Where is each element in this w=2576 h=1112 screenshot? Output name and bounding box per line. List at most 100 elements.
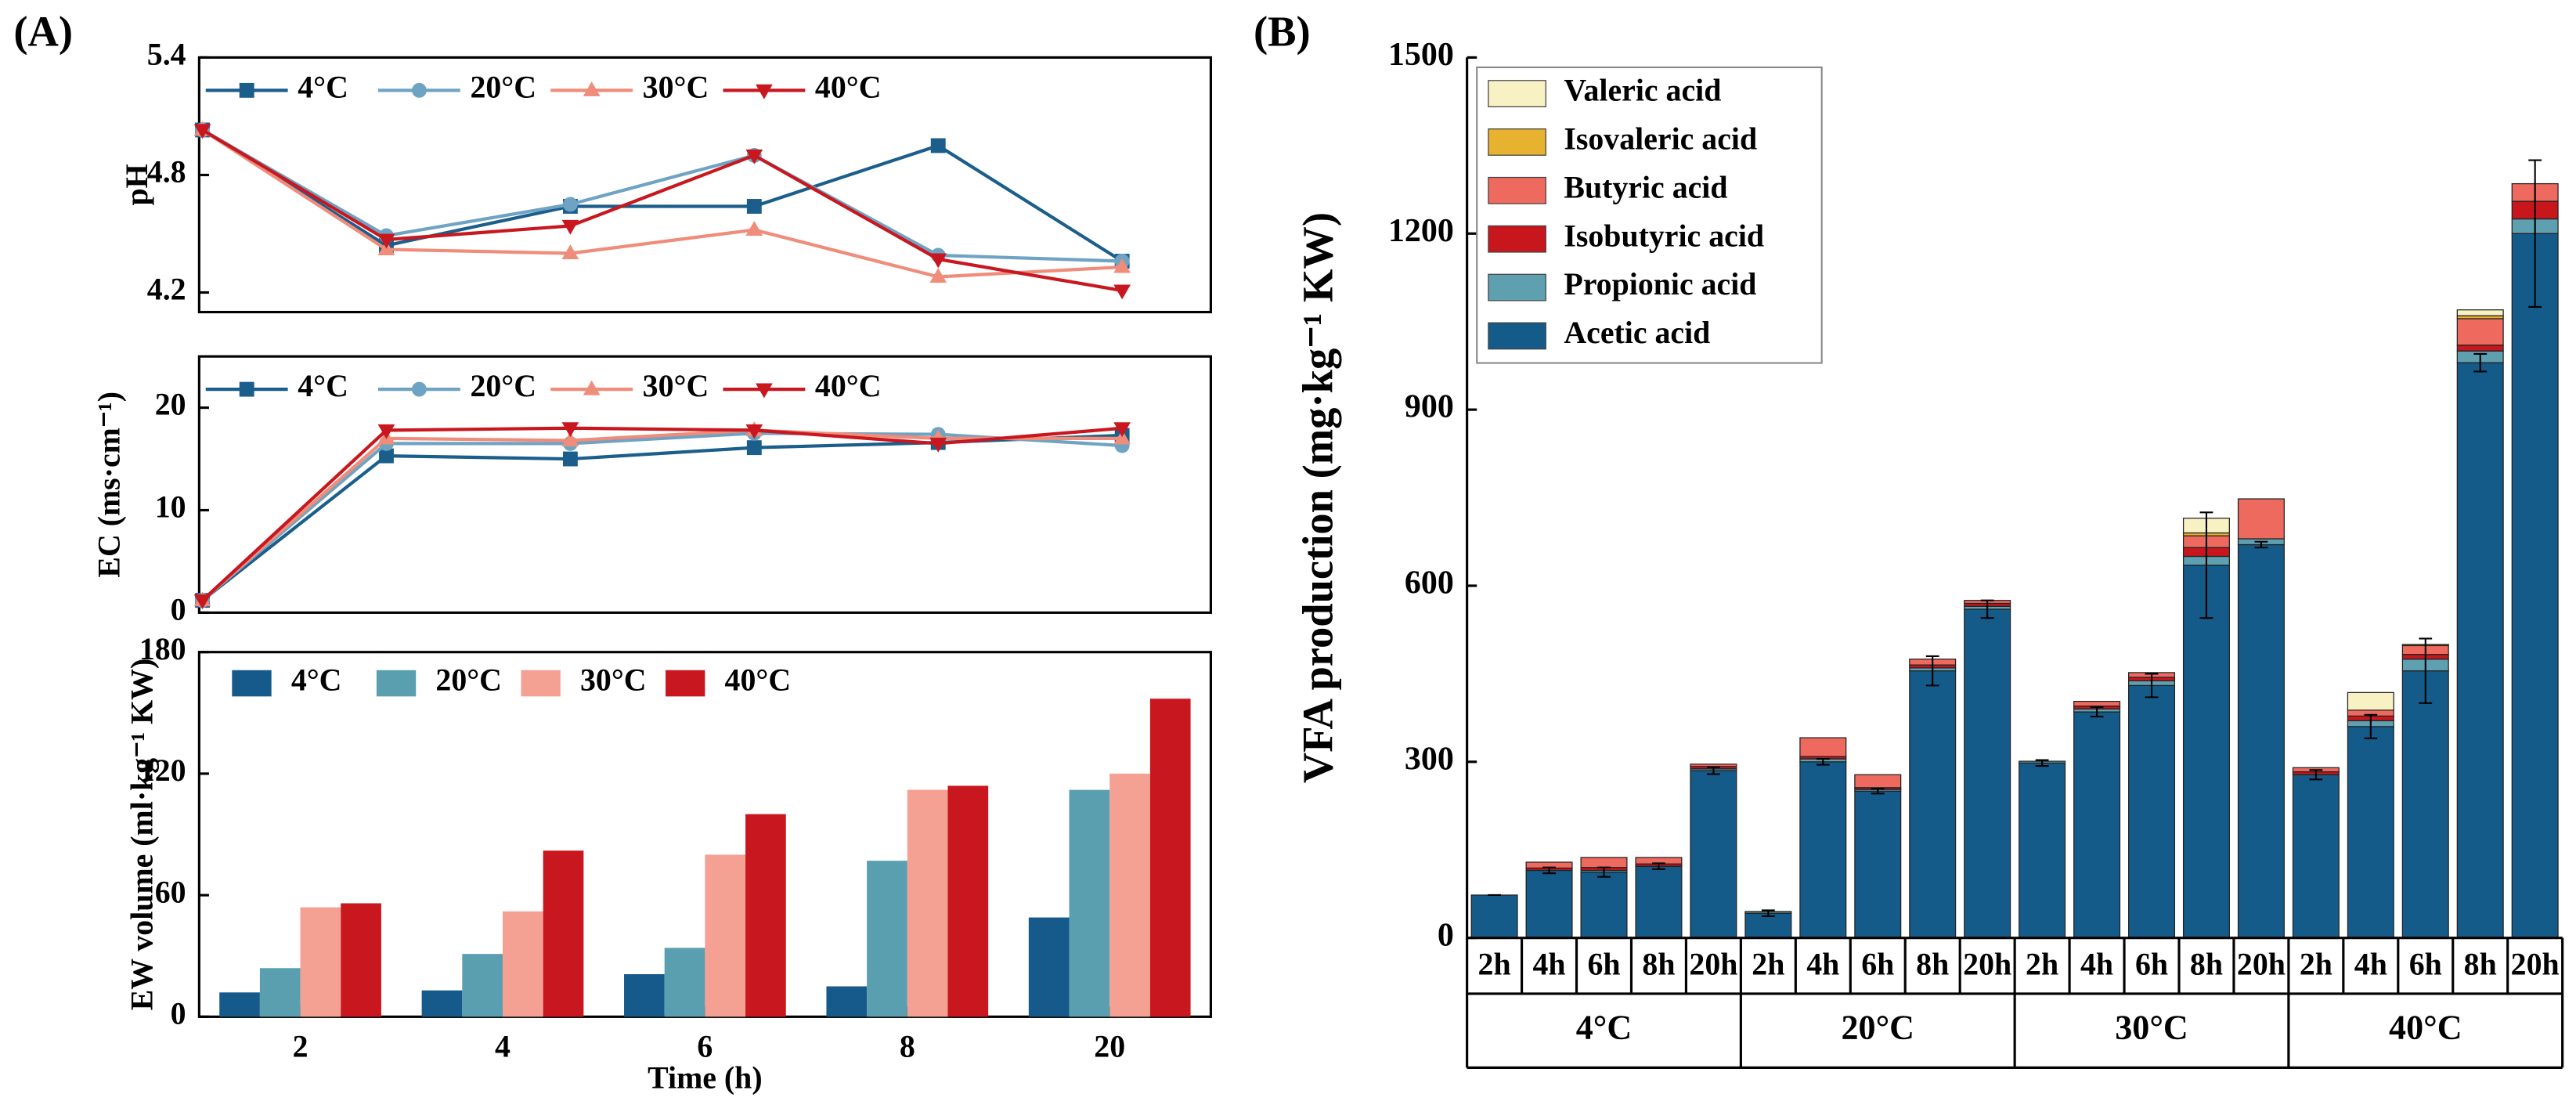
error-bar	[1597, 866, 1611, 878]
x-tick-label: 4	[495, 1028, 511, 1063]
bar-segment	[2456, 318, 2504, 346]
marker	[377, 233, 395, 249]
marker	[1113, 284, 1131, 300]
marker	[745, 149, 763, 164]
bar-segment	[1799, 761, 1847, 939]
error-bar	[2528, 159, 2542, 309]
error-bar	[2364, 713, 2378, 739]
bar	[826, 986, 868, 1017]
legend-label: Acetic acid	[1564, 315, 1710, 350]
legend-swatch	[1488, 225, 1546, 253]
x-tick-label: 6	[697, 1028, 713, 1063]
x-tick-label: 8h	[1916, 947, 1949, 982]
legend-label: 4°C	[298, 368, 348, 403]
marker	[561, 422, 579, 438]
legend-swatch	[666, 670, 705, 697]
bar-segment	[1525, 869, 1573, 939]
bar-segment	[1580, 872, 1628, 939]
marker	[561, 431, 579, 447]
x-tick-label: 2h	[1752, 947, 1784, 982]
y-tick-label: 900	[1405, 389, 1454, 425]
legend-swatch	[1488, 322, 1546, 350]
y-tick-label: 0	[171, 592, 186, 627]
legend-label: 20°C	[435, 663, 502, 698]
legend-label: 40°C	[815, 368, 882, 403]
bar	[421, 990, 463, 1017]
data-line	[201, 128, 1123, 293]
legend-label: Valeric acid	[1564, 73, 1721, 108]
marker	[929, 268, 947, 283]
marker	[193, 124, 211, 139]
marker	[745, 221, 763, 236]
bar-segment	[2073, 711, 2121, 939]
error-bar	[1980, 599, 1994, 619]
legend-frame	[1476, 66, 1823, 364]
data-line	[201, 431, 1123, 602]
legend-label: 4°C	[298, 70, 348, 105]
error-bar	[1871, 788, 1885, 795]
marker	[583, 81, 601, 96]
x-tick-label: 8h	[2464, 947, 2497, 982]
y-tick-label: 300	[1405, 741, 1454, 777]
x-tick-label: 2h	[1478, 947, 1511, 982]
x-tick-label: 8h	[2190, 947, 2223, 982]
marker	[1113, 258, 1131, 273]
marker	[561, 244, 579, 260]
legend-label: 30°C	[580, 663, 647, 698]
x-tick-label: 20h	[2511, 947, 2560, 982]
bar	[624, 974, 665, 1017]
y-tick-label: 0	[1438, 917, 1454, 953]
bar	[462, 954, 503, 1017]
marker	[929, 437, 947, 453]
marker	[930, 138, 946, 153]
legend-label: 20°C	[470, 70, 536, 105]
legend-swatch	[521, 670, 561, 697]
bar-segment	[1580, 857, 1628, 868]
y-tick-label: 600	[1405, 565, 1454, 601]
bar	[1069, 789, 1110, 1017]
y-axis-label: pH	[119, 164, 154, 205]
error-bar	[1816, 758, 1830, 766]
error-bar	[2309, 769, 2323, 781]
marker	[193, 594, 211, 609]
error-bar	[2145, 673, 2159, 699]
marker	[379, 448, 394, 464]
bar	[300, 907, 341, 1017]
x-tick-label: 2h	[2300, 947, 2332, 982]
bar-segment	[2456, 309, 2504, 316]
x-tick-label: 4h	[1533, 947, 1566, 982]
marker	[562, 197, 578, 212]
group-label: 30°C	[2115, 1008, 2188, 1046]
y-tick-label: 1200	[1388, 213, 1454, 249]
error-bar	[2199, 511, 2213, 619]
bar	[745, 814, 786, 1017]
x-tick-label: 4h	[2354, 947, 2387, 982]
data-line	[201, 128, 1123, 263]
bar	[543, 850, 584, 1017]
error-bar	[1542, 866, 1556, 875]
bar	[947, 785, 989, 1017]
bar-segment	[2456, 362, 2504, 939]
y-axis-label: EC (ms·cm⁻¹)	[91, 392, 126, 578]
bar-segment	[2347, 691, 2394, 711]
x-tick-label: 4h	[1806, 947, 1839, 982]
x-tick-label: 8h	[1642, 947, 1675, 982]
data-line	[201, 433, 1123, 602]
legend-swatch	[1488, 80, 1546, 107]
marker	[562, 451, 578, 467]
legend-swatch	[232, 670, 272, 697]
bar	[502, 911, 543, 1017]
y-axis-label: EW volume (ml·kg⁻¹ KW)	[124, 659, 159, 1011]
bar	[867, 861, 907, 1017]
bar	[1028, 917, 1070, 1017]
x-tick-label: 6h	[1587, 947, 1620, 982]
y-tick-label: 10	[155, 489, 186, 525]
y-tick-label: 180	[139, 631, 186, 666]
bar	[341, 903, 381, 1017]
data-line	[201, 128, 1124, 263]
bar-segment	[2019, 762, 2066, 939]
y-tick-label: 5.4	[147, 37, 186, 72]
error-bar	[2090, 706, 2104, 718]
x-tick-label: 20h	[1689, 947, 1737, 982]
